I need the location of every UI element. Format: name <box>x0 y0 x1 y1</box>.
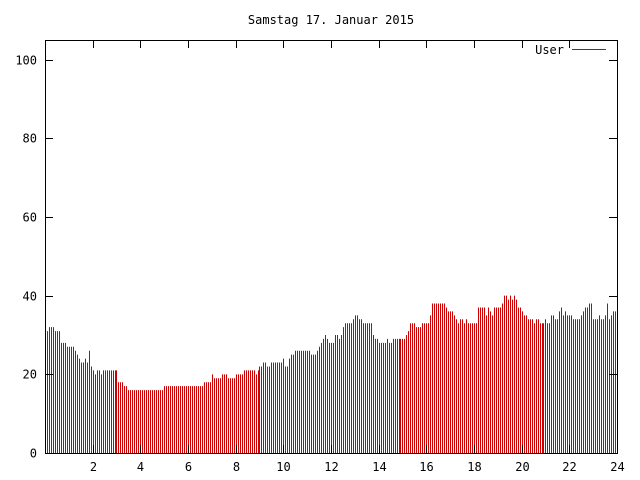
x-tick-label: 14 <box>372 460 386 474</box>
y-tick-label: 100 <box>15 54 37 68</box>
legend: User <box>535 43 606 57</box>
x-tick-label: 12 <box>324 460 338 474</box>
y-tick-label: 0 <box>30 447 37 461</box>
x-tick-label: 18 <box>467 460 481 474</box>
x-tick-label: 8 <box>233 460 240 474</box>
legend-label-user: User <box>535 43 564 57</box>
bar-series-user <box>45 295 616 453</box>
y-tick-label: 40 <box>23 290 37 304</box>
chart-title: Samstag 17. Januar 2015 <box>248 13 414 27</box>
y-tick-label: 80 <box>23 132 37 146</box>
x-tick-label: 20 <box>515 460 529 474</box>
x-tick-label: 10 <box>276 460 290 474</box>
y-tick-label: 20 <box>23 368 37 382</box>
x-tick-label: 2 <box>90 460 97 474</box>
x-tick-label: 16 <box>419 460 433 474</box>
x-tick-label: 4 <box>137 460 144 474</box>
y-tick-label: 60 <box>23 211 37 225</box>
x-tick-label: 6 <box>185 460 192 474</box>
x-tick-label: 22 <box>562 460 576 474</box>
x-tick-label: 24 <box>610 460 624 474</box>
